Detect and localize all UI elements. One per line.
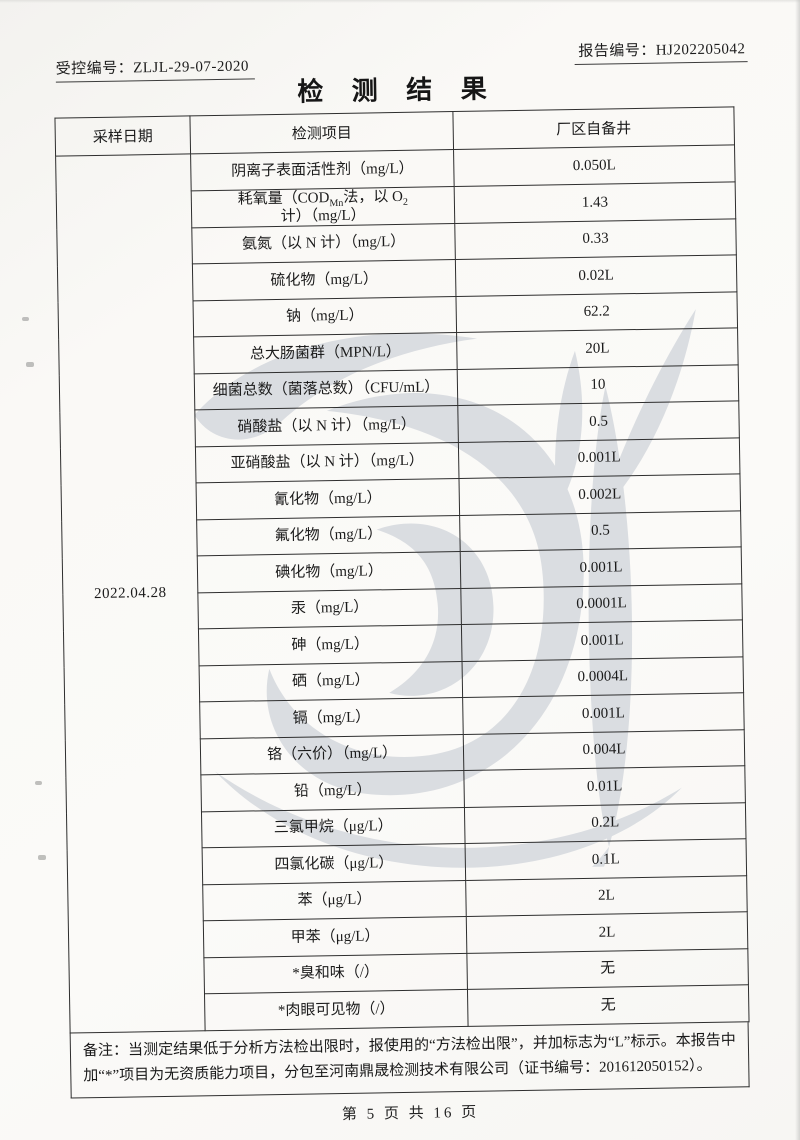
item-cell: *臭和味（/） <box>203 952 468 994</box>
item-cell: 四氯化碳（μg/L） <box>202 843 466 885</box>
scan-edge-shadow-top <box>0 0 800 3</box>
item-cell: 苯（μg/L） <box>202 879 467 921</box>
value-cell: 0.2L <box>464 802 747 844</box>
item-cell: *肉眼可见物（/） <box>204 989 469 1031</box>
scan-speck <box>35 781 42 785</box>
value-cell: 10 <box>457 364 739 406</box>
item-cell: 砷（mg/L） <box>198 624 463 666</box>
value-cell: 无 <box>466 948 749 990</box>
value-cell: 0.0004L <box>462 656 744 698</box>
value-cell: 0.01L <box>463 765 746 807</box>
value-cell: 20L <box>456 327 739 370</box>
header-cell-well: 厂区自备井 <box>452 106 735 150</box>
value-cell: 无 <box>467 984 750 1026</box>
value-cell: 2L <box>466 911 748 953</box>
value-cell: 0.5 <box>457 400 740 443</box>
value-cell: 0.33 <box>454 218 737 260</box>
item-cell: 钠（mg/L） <box>193 296 457 337</box>
sampling-date-cell: 2022.04.28 <box>55 153 206 1033</box>
scan-speck <box>38 855 46 860</box>
value-cell: 0.001L <box>461 619 743 661</box>
results-table: 采样日期 检测项目 厂区自备井 2022.04.28 阴离子表面活性剂（mg/L）… <box>54 106 750 1033</box>
results-table-wrap: 采样日期 检测项目 厂区自备井 2022.04.28 阴离子表面活性剂（mg/L）… <box>54 106 750 1128</box>
item-cell: 氟化物（mg/L） <box>196 515 461 556</box>
item-cell: 硫化物（mg/L） <box>192 259 456 301</box>
item-cell: 铬（六价）（mg/L） <box>200 733 464 775</box>
scan-speck <box>22 317 29 321</box>
item-cell: 碘化物（mg/L） <box>197 551 461 593</box>
item-cell: 铅（mg/L） <box>200 770 465 812</box>
item-cell: 三氯甲烷（μg/L） <box>201 806 466 848</box>
item-cell: 氨氮（以 N 计）（mg/L） <box>191 223 456 264</box>
note-text: 备注：当测定结果低于分析方法检出限时，报使用的“方法检出限”，并加标志为“L”标… <box>82 1031 736 1084</box>
value-cell: 1.43 <box>454 181 736 224</box>
header-cell-sampling-date: 采样日期 <box>54 115 191 157</box>
value-cell: 0.002L <box>458 473 741 516</box>
report-number: 报告编号：HJ202205042 <box>574 37 748 66</box>
value-cell: 0.02L <box>455 254 737 297</box>
item-cell: 细菌总数（菌落总数）（CFU/mL） <box>194 369 458 410</box>
item-cell: 阴离子表面活性剂（mg/L） <box>190 149 455 191</box>
item-cell: 硒（mg/L） <box>199 660 463 702</box>
item-cell: 亚硝酸盐（以 N 计）（mg/L） <box>195 442 459 483</box>
item-cell: 耗氧量（CODMn法，以 O2计）（mg/L） <box>191 186 455 228</box>
item-cell: 硝酸盐（以 N 计）（mg/L） <box>194 405 459 447</box>
value-cell: 2L <box>465 875 748 917</box>
scan-speck <box>26 362 34 367</box>
item-cell: 汞（mg/L） <box>197 587 462 629</box>
note-box: 备注：当测定结果低于分析方法检出限时，报使用的“方法检出限”，并加标志为“L”标… <box>69 1021 750 1099</box>
value-cell: 0.004L <box>463 729 745 771</box>
value-cell: 62.2 <box>455 291 738 333</box>
value-cell: 0.001L <box>458 437 740 479</box>
page-number: 第 5 页 共 16 页 <box>341 1104 480 1123</box>
header-cell-test-item: 检测项目 <box>189 111 454 154</box>
value-cell: 0.1L <box>465 838 747 880</box>
item-cell: 总大肠菌群（MPN/L） <box>193 332 458 374</box>
value-cell: 0.001L <box>460 546 742 588</box>
value-cell: 0.0001L <box>460 583 743 625</box>
value-cell: 0.5 <box>459 510 742 552</box>
value-cell: 0.050L <box>453 144 736 187</box>
item-cell: 镉（mg/L） <box>199 697 464 739</box>
scan-edge-shadow-right <box>795 0 800 1140</box>
item-cell: 氰化物（mg/L） <box>196 478 460 520</box>
value-cell: 0.001L <box>462 692 745 734</box>
item-cell: 甲苯（μg/L） <box>203 916 467 958</box>
